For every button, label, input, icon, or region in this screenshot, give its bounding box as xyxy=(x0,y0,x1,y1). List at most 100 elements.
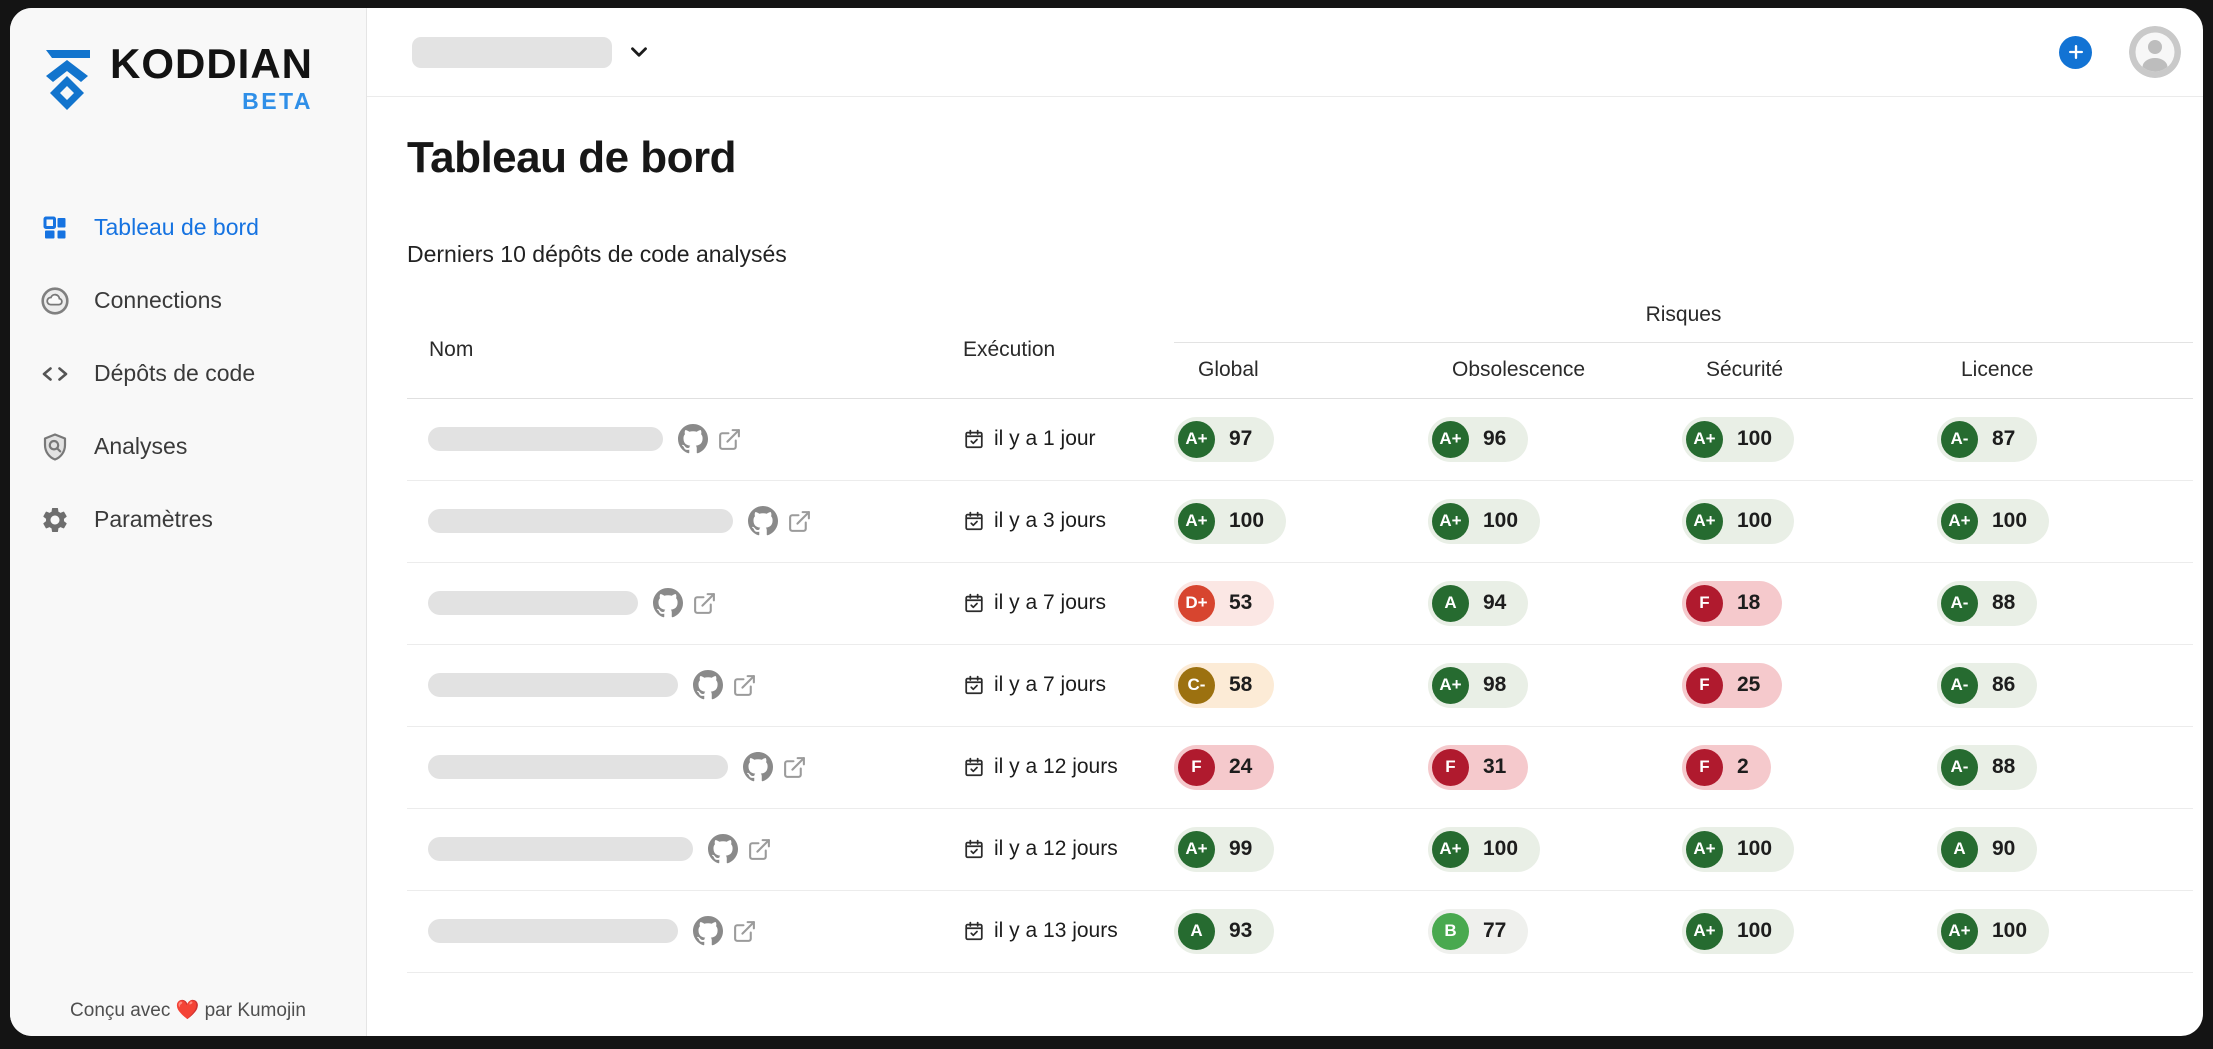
grade-circle: A+ xyxy=(1686,502,1723,540)
calendar-icon xyxy=(965,429,983,449)
execution-cell: il y a 7 jours xyxy=(963,591,1174,615)
table-row[interactable]: il y a 13 jours A 93 B 77 A+ 100 A+ 100 xyxy=(407,890,2193,973)
score-value: 97 xyxy=(1229,427,1253,450)
external-link-icon[interactable] xyxy=(787,509,812,534)
execution-cell: il y a 12 jours xyxy=(963,837,1174,861)
github-icon xyxy=(653,588,683,618)
add-button[interactable] xyxy=(2059,35,2092,69)
topbar xyxy=(367,8,2203,97)
sidebar-item-connections[interactable]: Connections xyxy=(10,264,366,337)
chevron-down-icon[interactable] xyxy=(626,39,652,65)
score-badge: B 77 xyxy=(1428,908,1529,954)
org-selector-redacted[interactable] xyxy=(412,36,612,68)
repo-name-redacted xyxy=(428,837,693,861)
sidebar-item-tableau-de-bord[interactable]: Tableau de bord xyxy=(10,191,366,264)
avatar[interactable] xyxy=(2129,26,2181,78)
repo-name-redacted xyxy=(428,673,678,697)
repo-name-cell[interactable] xyxy=(407,588,963,618)
grade-circle: A+ xyxy=(1941,502,1978,540)
score-value: 94 xyxy=(1483,591,1507,614)
grade-circle: A+ xyxy=(1686,420,1723,458)
page-title: Tableau de bord xyxy=(407,133,737,182)
table-row[interactable]: il y a 12 jours F 24 F 31 F 2 A- 88 xyxy=(407,726,2193,809)
score-value: 100 xyxy=(1737,837,1773,860)
brand-logo[interactable]: KODDIAN BETA xyxy=(10,8,366,115)
score-badge: A- 88 xyxy=(1937,744,2038,790)
sidebar-item-analyses[interactable]: Analyses xyxy=(10,410,366,483)
repo-name-cell[interactable] xyxy=(407,834,963,864)
grade-circle: A+ xyxy=(1178,502,1215,540)
sidebar: KODDIAN BETA Tableau de bord xyxy=(10,8,367,1036)
external-link-icon[interactable] xyxy=(747,837,772,862)
calendar-icon xyxy=(965,511,983,531)
grade-circle: F xyxy=(1178,748,1215,786)
grade-circle: A xyxy=(1941,830,1978,868)
score-value: 58 xyxy=(1229,673,1253,696)
score-value: 90 xyxy=(1992,837,2016,860)
sidebar-item-label: Analyses xyxy=(94,433,188,460)
table-row[interactable]: il y a 7 jours D+ 53 A 94 F 18 A- 88 xyxy=(407,562,2193,645)
grade-circle: A+ xyxy=(1432,830,1469,868)
execution-time: il y a 7 jours xyxy=(994,591,1107,614)
github-icon xyxy=(708,834,738,864)
score-badge: C- 58 xyxy=(1174,662,1275,708)
score-badge: A+ 100 xyxy=(1174,498,1287,544)
execution-cell: il y a 1 jour xyxy=(963,427,1174,451)
calendar-icon xyxy=(965,675,983,695)
repo-name-cell[interactable] xyxy=(407,670,963,700)
external-link-icon[interactable] xyxy=(732,673,757,698)
grade-circle: A- xyxy=(1941,584,1978,622)
repo-name-cell[interactable] xyxy=(407,424,963,454)
score-value: 2 xyxy=(1737,755,1749,778)
page-subtitle: Derniers 10 dépôts de code analysés xyxy=(407,241,787,267)
score-value: 25 xyxy=(1737,673,1761,696)
table-row[interactable]: il y a 7 jours C- 58 A+ 98 F 25 A- 86 xyxy=(407,644,2193,727)
score-badge: A+ 100 xyxy=(1682,416,1795,462)
score-badge: A- 87 xyxy=(1937,416,2038,462)
execution-cell: il y a 13 jours xyxy=(963,919,1174,943)
repo-name-cell[interactable] xyxy=(407,506,963,536)
made-with-love-footer: Conçu avec ❤️ par Kumojin xyxy=(70,1000,306,1021)
execution-cell: il y a 7 jours xyxy=(963,673,1174,697)
execution-time: il y a 12 jours xyxy=(994,755,1118,778)
score-value: 53 xyxy=(1229,591,1253,614)
grade-circle: A+ xyxy=(1432,502,1469,540)
execution-cell: il y a 3 jours xyxy=(963,509,1174,533)
grade-circle: A- xyxy=(1941,666,1978,704)
score-value: 93 xyxy=(1229,919,1253,942)
execution-cell: il y a 12 jours xyxy=(963,755,1174,779)
table-row[interactable]: il y a 3 jours A+ 100 A+ 100 A+ 100 A+ 100 xyxy=(407,480,2193,563)
score-badge: A+ 96 xyxy=(1428,416,1529,462)
execution-time: il y a 1 jour xyxy=(994,427,1096,450)
grade-circle: D+ xyxy=(1178,584,1215,622)
score-value: 88 xyxy=(1992,591,2016,614)
execution-time: il y a 13 jours xyxy=(994,919,1118,942)
repo-name-cell[interactable] xyxy=(407,916,963,946)
grade-circle: F xyxy=(1686,584,1723,622)
repo-name-cell[interactable] xyxy=(407,752,963,782)
github-icon xyxy=(693,670,723,700)
table-row[interactable]: il y a 12 jours A+ 99 A+ 100 A+ 100 A 90 xyxy=(407,808,2193,891)
score-badge: A+ 100 xyxy=(1937,908,2050,954)
external-link-icon[interactable] xyxy=(732,919,757,944)
external-link-icon[interactable] xyxy=(692,591,717,616)
koddian-logo-icon xyxy=(46,50,90,110)
external-link-icon[interactable] xyxy=(782,755,807,780)
score-value: 99 xyxy=(1229,837,1253,860)
grade-circle: A+ xyxy=(1941,912,1978,950)
score-value: 100 xyxy=(1483,837,1519,860)
score-badge: F 24 xyxy=(1174,744,1275,790)
external-link-icon[interactable] xyxy=(717,427,742,452)
score-badge: A+ 100 xyxy=(1682,908,1795,954)
github-icon xyxy=(743,752,773,782)
beta-badge: BETA xyxy=(242,88,313,115)
sidebar-item-parametres[interactable]: Paramètres xyxy=(10,483,366,556)
score-badge: A 94 xyxy=(1428,580,1529,626)
table-row[interactable]: il y a 1 jour A+ 97 A+ 96 A+ 100 A- 87 xyxy=(407,398,2193,481)
score-badge: F 18 xyxy=(1682,580,1783,626)
grade-circle: A xyxy=(1178,912,1215,950)
grade-circle: A+ xyxy=(1686,912,1723,950)
grade-circle: A- xyxy=(1941,748,1978,786)
sidebar-item-depots-de-code[interactable]: Dépôts de code xyxy=(10,337,366,410)
